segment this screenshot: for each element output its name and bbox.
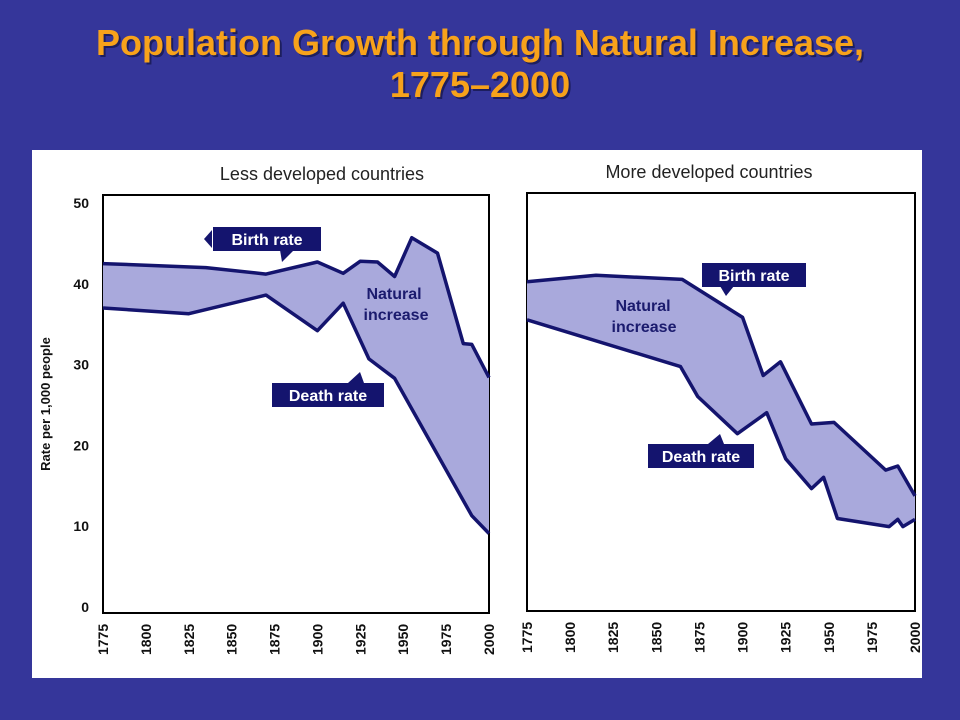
natural-increase-label-line-1: Natural [366, 286, 421, 303]
x-tick-label-right: 1775 [519, 622, 535, 653]
birth-rate-line-right [526, 273, 917, 497]
x-ticks-left: 1775 1800 1825 1850 1875 1900 1925 1950 1975 2000 [95, 624, 497, 655]
area-group-left [102, 235, 491, 535]
natural-increase-band-right [527, 275, 915, 527]
callout-pointer-right [720, 286, 734, 296]
area-group-right [526, 273, 917, 529]
natural-increase-band-left [103, 237, 489, 534]
death-rate-callout-right: Death rate [648, 434, 754, 468]
x-tick-label-right: 1975 [864, 622, 880, 653]
chart-svg: Less developed countries Rate per 1,000 … [38, 162, 922, 655]
y-axis-label: Rate per 1,000 people [38, 337, 53, 471]
y-tick-label: 0 [81, 599, 89, 615]
birth-rate-callout-box-left [213, 227, 321, 251]
birth-rate-callout-right: Birth rate [702, 263, 806, 296]
x-tick-label-right: 1825 [605, 622, 621, 653]
x-tick-label-left: 1975 [438, 624, 454, 655]
death-callout-pointer-left [348, 372, 364, 383]
x-tick-label-left: 1825 [181, 624, 197, 655]
death-callout-pointer-right [708, 434, 724, 444]
birth-rate-callout-label: Birth rate [231, 232, 302, 249]
y-tick-label: 40 [73, 276, 89, 292]
panel-title-more-developed: More developed countries [605, 162, 812, 182]
death-rate-callout-label-right: Death rate [662, 449, 740, 466]
callout-pointer-left [280, 250, 294, 262]
y-tick-label: 20 [73, 437, 89, 453]
x-tick-label-right: 1800 [562, 622, 578, 653]
x-tick-label-left: 1900 [309, 624, 325, 655]
birth-rate-line-left [102, 235, 491, 379]
natural-increase-label-right-line-2: increase [612, 319, 677, 336]
birth-rate-callout-box-right [702, 263, 806, 287]
death-rate-callout-left: Death rate [272, 372, 384, 407]
chart-figure: Less developed countries Rate per 1,000 … [32, 150, 922, 678]
x-tick-label-right: 1900 [735, 622, 751, 653]
birth-rate-callout-label-right: Birth rate [718, 268, 789, 285]
y-tick-label: 30 [73, 357, 89, 373]
y-tick-label: 50 [73, 195, 89, 211]
x-ticks-right: 1775 1800 1825 1850 1875 1900 1925 1950 1975 2000 [519, 622, 922, 653]
death-rate-line-left [102, 293, 491, 535]
x-tick-label-left: 1850 [224, 624, 240, 655]
x-tick-label-right: 1950 [821, 622, 837, 653]
panel-less-developed: Less developed countries Rate per 1,000 … [38, 164, 497, 655]
panel-title-less-developed: Less developed countries [220, 164, 424, 184]
y-ticks-left: 0 10 20 30 40 50 [73, 195, 89, 615]
x-tick-label-right: 2000 [907, 622, 922, 653]
death-rate-line-right [526, 318, 916, 529]
x-tick-label-right: 1875 [691, 622, 707, 653]
panel-more-developed: More developed countries 1775 1800 1825 185… [519, 162, 922, 653]
x-tick-label-left: 1800 [138, 624, 154, 655]
x-tick-label-left: 1925 [352, 624, 368, 655]
x-tick-label-right: 1925 [778, 622, 794, 653]
y-tick-label: 10 [73, 518, 89, 534]
natural-increase-label-right-line-1: Natural [615, 298, 670, 315]
plot-frame-right [526, 192, 916, 612]
birth-rate-callout-left: Birth rate [204, 227, 321, 262]
death-rate-callout-label: Death rate [289, 388, 367, 405]
death-rate-callout-box-left [272, 383, 384, 407]
slide-title: Population Growth through Natural Increa… [0, 22, 960, 106]
natural-increase-label-line-2: increase [364, 307, 429, 324]
x-tick-label-left: 1875 [267, 624, 283, 655]
x-tick-label-left: 1775 [95, 624, 111, 655]
slide-title-line-2: 1775–2000 [389, 64, 571, 105]
x-tick-label-left: 2000 [481, 624, 497, 655]
callout-notch-left [204, 230, 212, 248]
x-tick-label-right: 1850 [648, 622, 664, 653]
x-tick-label-left: 1950 [395, 624, 411, 655]
slide-title-line-1: Population Growth through Natural Increa… [95, 22, 865, 63]
death-rate-callout-box-right [648, 444, 754, 468]
